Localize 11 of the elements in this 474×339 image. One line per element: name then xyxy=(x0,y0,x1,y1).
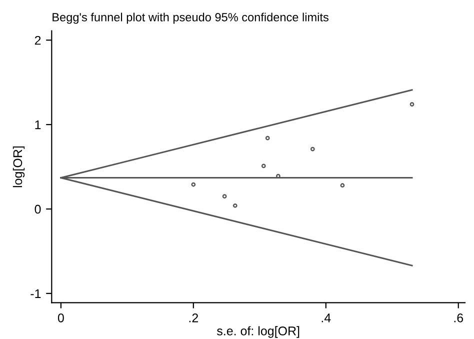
y-tick-label: 2 xyxy=(34,36,41,45)
x-tick-label: .6 xyxy=(454,313,464,322)
x-tick-label: .4 xyxy=(322,314,331,322)
chart-title: Begg's funnel plot with pseudo 95% confidence limits xyxy=(52,12,328,24)
y-axis-title: log[OR] xyxy=(12,146,25,188)
y-tick-label: 1 xyxy=(35,120,41,130)
x-axis-title: s.e. of: log[OR] xyxy=(216,326,300,338)
y-tick-label: -1 xyxy=(30,289,41,298)
y-tick-label: 0 xyxy=(34,204,41,214)
x-tick-label: 0 xyxy=(58,313,64,322)
x-tick-label: .2 xyxy=(189,313,198,322)
